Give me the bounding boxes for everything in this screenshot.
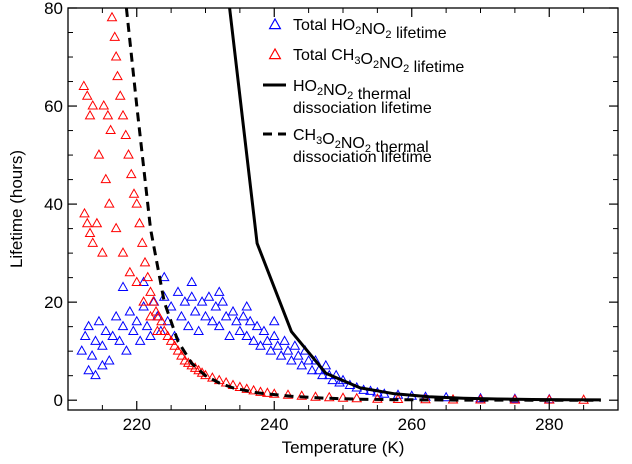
series-1-point (86, 229, 95, 237)
series-1-point (80, 209, 89, 217)
series-0-point (215, 287, 224, 295)
series-1-point (138, 238, 147, 246)
series-0-point (270, 331, 279, 339)
series-1-point (121, 130, 130, 138)
series-0-point (84, 322, 93, 330)
series-1-point (99, 101, 108, 109)
legend-label-0: Total HO2NO2 lifetime (293, 17, 447, 42)
legend: Total HO2NO2 lifetime Total CH3O2NO2 life… (263, 17, 464, 166)
series-1-point (132, 199, 141, 207)
legend-marker-0 (270, 19, 281, 29)
series-0-point (177, 312, 186, 320)
y-tick-label: 60 (44, 97, 63, 116)
series-1-point (124, 150, 133, 158)
series-0-point (174, 287, 183, 295)
series-1-point (116, 91, 125, 99)
plot-data-layer (77, 8, 601, 403)
series-0-point (191, 307, 200, 315)
series-1-point (98, 248, 107, 256)
series-0-point (218, 297, 227, 305)
legend-label-2-line2: dissociation lifetime (293, 100, 432, 117)
series-0-point (84, 366, 93, 374)
x-tick-label: 220 (123, 415, 151, 434)
x-tick-label: 260 (398, 415, 426, 434)
plot-frame (68, 8, 618, 410)
legend-label-3-line2: dissociation lifetime (293, 149, 432, 166)
series-1-point (127, 170, 136, 178)
series-1-point (83, 219, 92, 227)
series-0-point (194, 327, 203, 335)
series-0-point (136, 336, 145, 344)
series-1-point (83, 91, 92, 99)
series-0-point (229, 307, 238, 315)
series-1-point (135, 219, 144, 227)
series-0-point (81, 331, 90, 339)
series-0-point (239, 312, 248, 320)
series-1-point (130, 189, 139, 197)
series-0-point (132, 317, 141, 325)
series-0-point (129, 327, 138, 335)
series-1-point (125, 268, 134, 276)
series-1-point (157, 317, 166, 325)
series-0-point (77, 346, 86, 354)
series-1-point (119, 111, 128, 119)
series-1-point (141, 258, 150, 266)
series-0-point (91, 336, 100, 344)
series-1-point (119, 248, 128, 256)
series-0-point (119, 282, 128, 290)
y-axis-title: Lifetime (hours) (7, 150, 26, 268)
series-1-point (79, 81, 88, 89)
series-1-point (110, 32, 119, 40)
series-0-point (187, 292, 196, 300)
series-1-point (112, 52, 121, 60)
series-0-point (235, 327, 244, 335)
series-1-point (86, 111, 95, 119)
series-0-point (270, 317, 279, 325)
series-0-point (101, 327, 110, 335)
series-0-point (105, 356, 114, 364)
series-1-point (92, 219, 101, 227)
series-0-point (290, 341, 299, 349)
legend-marker-1 (270, 49, 281, 59)
series-1-point (94, 150, 103, 158)
x-tick-label: 240 (260, 415, 288, 434)
series-0-point (280, 336, 289, 344)
series-0-point (225, 331, 234, 339)
series-1-point (103, 111, 112, 119)
series-0-point (112, 312, 121, 320)
series-0-point (204, 292, 213, 300)
series-0-point (184, 322, 193, 330)
series-1-point (88, 238, 97, 246)
series-1-point (106, 126, 115, 134)
series-0-point (122, 346, 131, 354)
series-0-point (242, 302, 251, 310)
x-tick-label: 280 (535, 415, 563, 434)
series-0-point (94, 317, 103, 325)
y-tick-label: 0 (54, 391, 63, 410)
x-axis-title: Temperature (K) (282, 438, 405, 457)
series-0-point (88, 351, 97, 359)
series-1-point (146, 287, 155, 295)
series-1-point (105, 199, 114, 207)
series-0-point (125, 307, 134, 315)
y-tick-label: 20 (44, 293, 63, 312)
series-1-point (88, 101, 97, 109)
series-0-point (143, 322, 152, 330)
y-tick-label: 80 (44, 0, 63, 18)
series-1-point (113, 72, 122, 80)
y-tick-label: 40 (44, 195, 63, 214)
legend-label-1: Total CH3O2NO2 lifetime (293, 47, 464, 76)
series-1-point (112, 224, 121, 232)
series-0-point (119, 322, 128, 330)
axes-layer: 220 240 260 280 0 20 40 60 80 (44, 0, 618, 434)
series-0-point (187, 278, 196, 286)
series-1-point (101, 175, 110, 183)
series-0-point (201, 312, 210, 320)
series-1-point (108, 13, 117, 21)
